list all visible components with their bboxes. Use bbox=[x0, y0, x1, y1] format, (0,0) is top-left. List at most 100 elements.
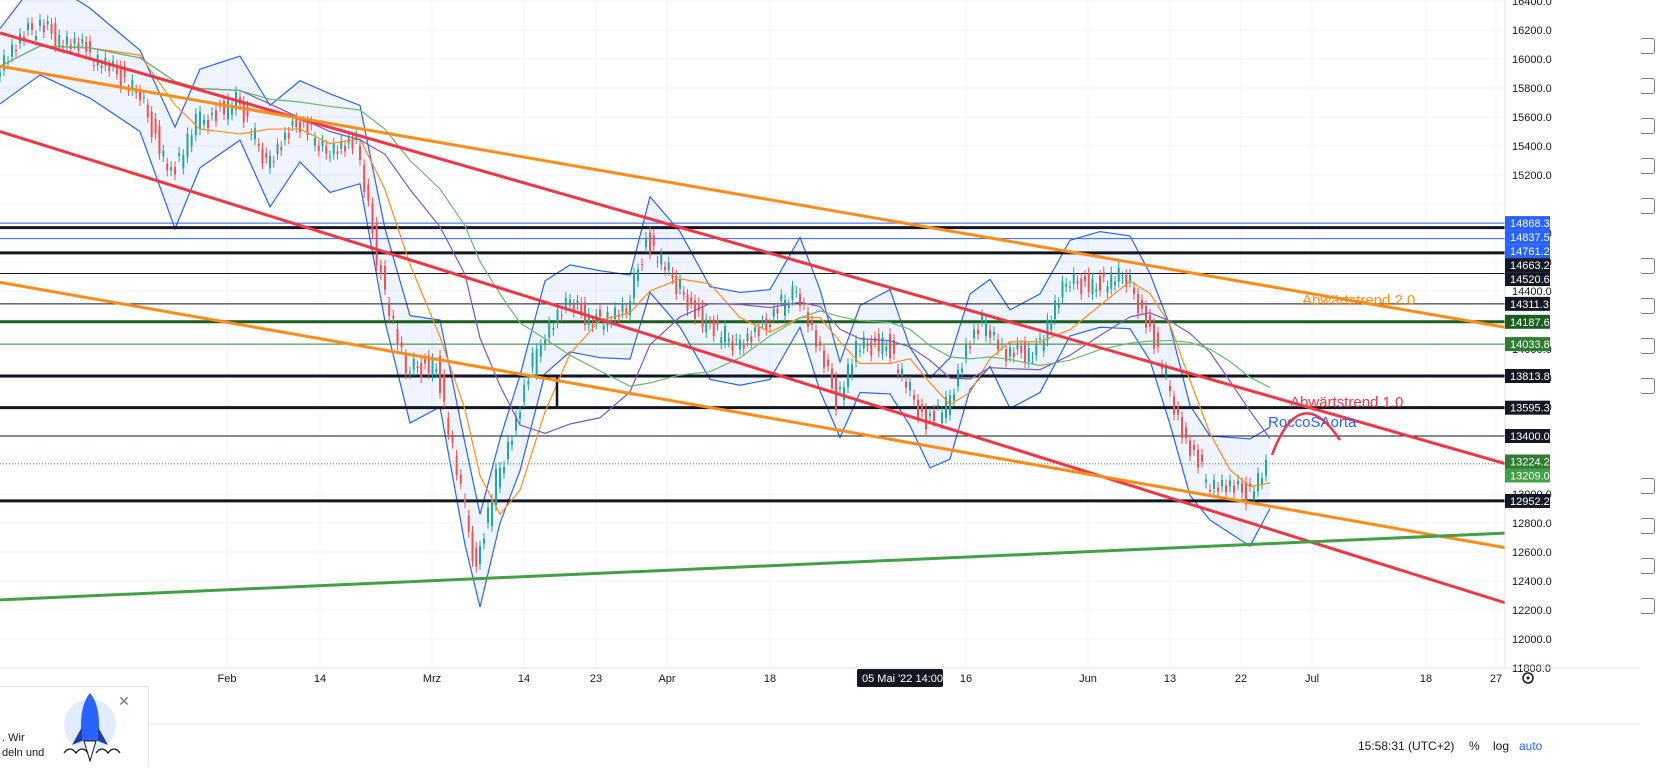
candle-body bbox=[1027, 348, 1030, 363]
candle-body bbox=[917, 399, 919, 418]
price-tick-label: 11800.0 bbox=[1512, 663, 1551, 675]
streams-icon[interactable] bbox=[1640, 298, 1655, 314]
rocket-icon bbox=[63, 693, 121, 763]
candle-body bbox=[552, 327, 555, 331]
alerts-icon[interactable] bbox=[1640, 78, 1655, 94]
candle-body bbox=[843, 387, 845, 401]
trend-lines[interactable] bbox=[0, 31, 1506, 605]
auto-scale-toggle[interactable]: auto bbox=[1519, 739, 1543, 753]
close-icon[interactable]: ✕ bbox=[118, 693, 130, 709]
candle-body bbox=[1099, 275, 1101, 291]
candle-body bbox=[637, 269, 639, 282]
candle-body bbox=[913, 395, 915, 400]
candle-body bbox=[614, 307, 616, 319]
price-tag bbox=[1505, 272, 1550, 287]
price-tag bbox=[1505, 216, 1550, 231]
candle-body bbox=[1091, 278, 1094, 295]
candle-body bbox=[170, 167, 173, 171]
candle-body bbox=[340, 140, 343, 149]
trend-line-orange-lower[interactable] bbox=[0, 280, 1506, 550]
candle-body bbox=[363, 165, 366, 193]
candle-body bbox=[989, 330, 991, 338]
candle-body bbox=[621, 303, 624, 312]
price-tick-label: 16200.0 bbox=[1512, 25, 1552, 37]
annotation-text[interactable]: Abwärtstrend 1.0 bbox=[1290, 394, 1403, 411]
price-tag bbox=[1505, 368, 1550, 383]
candle-body bbox=[1016, 343, 1019, 350]
annotation-text[interactable]: RoccoSAorta bbox=[1268, 414, 1357, 431]
chart-settings-icon[interactable] bbox=[1640, 598, 1655, 614]
help-icon[interactable] bbox=[1640, 558, 1655, 574]
trend-line-green-support[interactable] bbox=[0, 531, 1506, 602]
candle-body bbox=[977, 329, 979, 335]
chart-annotations[interactable]: Abwärtstrend 2.0 Abwärtstrend 1.0 RoccoSAo… bbox=[1268, 292, 1415, 456]
price-tick-label: 16400.0 bbox=[1512, 0, 1552, 8]
hotlist-icon[interactable] bbox=[1640, 158, 1655, 174]
candle-body bbox=[746, 333, 749, 341]
time-tick-label: 16 bbox=[960, 673, 972, 685]
time-tick-label: 14 bbox=[518, 673, 530, 685]
candle-body bbox=[439, 355, 441, 394]
candle-body bbox=[544, 340, 546, 345]
horizontal-levels[interactable] bbox=[0, 222, 1505, 503]
candle-body bbox=[641, 264, 643, 266]
candle-body bbox=[901, 368, 903, 376]
candle-body bbox=[1039, 338, 1041, 340]
price-tag bbox=[1505, 244, 1550, 259]
arc-annotation[interactable] bbox=[1270, 412, 1342, 456]
candle-body bbox=[375, 222, 378, 266]
annotation-text[interactable]: Abwärtstrend 2.0 bbox=[1302, 292, 1415, 309]
candle-body bbox=[412, 358, 415, 370]
promo-text: . Wir deln und bbox=[2, 731, 62, 761]
price-tag bbox=[1505, 454, 1550, 469]
percent-scale-toggle[interactable]: % bbox=[1469, 739, 1480, 753]
candle-body bbox=[1189, 440, 1191, 456]
candle-body bbox=[839, 386, 841, 390]
candle-body bbox=[416, 366, 419, 369]
price-tag-label: 14837.5 bbox=[1510, 232, 1550, 244]
candle-body bbox=[937, 404, 939, 406]
candle-body bbox=[139, 90, 141, 101]
candle-body bbox=[336, 151, 339, 154]
candle-body bbox=[1125, 274, 1128, 287]
chat-icon[interactable] bbox=[1640, 378, 1655, 394]
calendar-icon[interactable] bbox=[1640, 198, 1655, 214]
data-window-icon[interactable] bbox=[1640, 118, 1655, 134]
ideas-icon[interactable] bbox=[1640, 258, 1655, 274]
candle-body bbox=[359, 146, 361, 160]
candle-body bbox=[211, 112, 213, 116]
price-tag-label: 12952.2 bbox=[1510, 496, 1550, 508]
clock-time[interactable]: 15:58:31 (UTC+2) bbox=[1358, 739, 1455, 753]
promo-panel[interactable]: ✕ . Wir deln und bbox=[0, 686, 149, 767]
time-axis[interactable] bbox=[0, 668, 1505, 688]
candle-body bbox=[531, 353, 534, 368]
candle-body bbox=[246, 106, 249, 117]
candle-body bbox=[569, 299, 571, 306]
candle-body bbox=[100, 65, 103, 69]
candle-body bbox=[427, 355, 430, 374]
candle-body bbox=[855, 341, 857, 362]
settings-gear-icon[interactable] bbox=[1522, 672, 1534, 684]
candle-body bbox=[435, 368, 438, 373]
trend-line-red-upper[interactable] bbox=[0, 31, 1506, 465]
candle-body bbox=[1145, 306, 1147, 328]
trend-line-red-lower[interactable] bbox=[0, 130, 1506, 605]
candle-body bbox=[599, 309, 601, 317]
candle-body bbox=[1031, 357, 1034, 359]
candle-body bbox=[1084, 275, 1086, 282]
price-axis[interactable] bbox=[1505, 0, 1640, 668]
signal-icon[interactable] bbox=[1640, 338, 1655, 354]
trend-line-orange-upper[interactable] bbox=[0, 64, 1506, 329]
watchlist-icon[interactable] bbox=[1640, 38, 1655, 54]
price-tag-label: 14868.3 bbox=[1510, 218, 1550, 230]
drawing-icon[interactable] bbox=[1640, 478, 1655, 494]
candle-body bbox=[667, 262, 670, 271]
candle-body bbox=[799, 294, 801, 306]
log-scale-toggle[interactable]: log bbox=[1493, 739, 1510, 753]
candle-body bbox=[1024, 342, 1026, 363]
notifications-icon[interactable] bbox=[1640, 518, 1655, 534]
candle-body bbox=[1001, 343, 1003, 345]
candle-body bbox=[633, 273, 635, 299]
candle-body bbox=[1133, 287, 1135, 294]
